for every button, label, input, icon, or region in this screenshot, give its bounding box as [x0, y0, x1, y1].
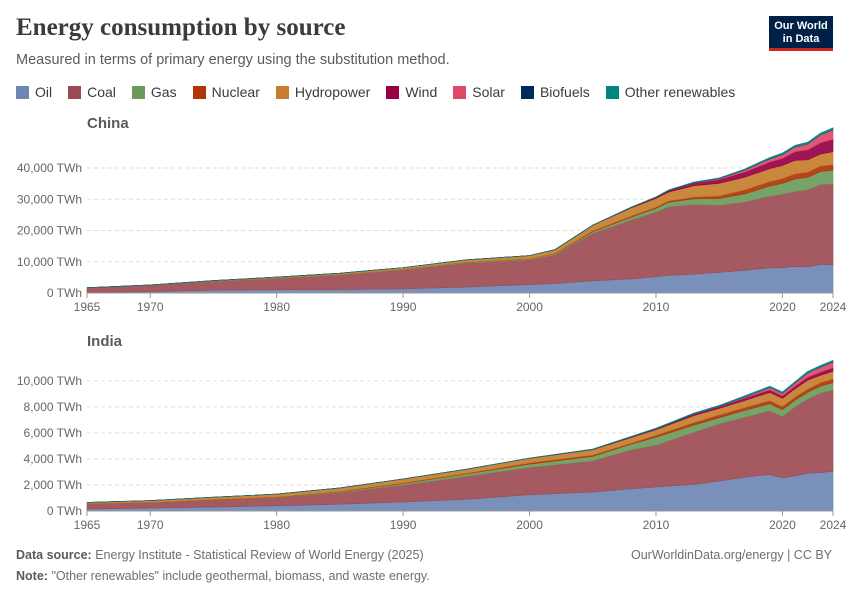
legend-swatch	[453, 85, 467, 99]
legend: Oil Coal Gas Nuclear Hydropower Wind Solar Biof…	[16, 84, 751, 100]
chart-china-ytick-label: 30,000 TWh	[17, 192, 82, 206]
chart-china-ytick-label: 10,000 TWh	[17, 255, 82, 269]
legend-item-gas[interactable]: Gas	[131, 84, 177, 100]
chart-india-ytick-label: 8,000 TWh	[24, 400, 82, 414]
chart-title: Energy consumption by source	[16, 14, 346, 41]
legend-swatch	[386, 85, 400, 99]
legend-label: Coal	[87, 84, 116, 100]
legend-swatch	[605, 85, 619, 99]
source-url[interactable]: OurWorldinData.org/energy | CC BY	[630, 548, 832, 562]
chart-china-xtick-label: 1990	[390, 300, 417, 314]
legend-label: Other renewables	[624, 84, 736, 100]
chart-china-xtick-label: 1980	[263, 300, 290, 314]
chart-india-ytick-label: 10,000 TWh	[17, 374, 82, 388]
chart-india-xtick-label: 2020	[769, 518, 796, 532]
chart-china-xtick-label: 2024	[820, 300, 847, 314]
note: Note: "Other renewables" include geother…	[16, 569, 430, 583]
chart-china-area-other-renewables	[86, 127, 834, 288]
chart-china-xtick-label: 1970	[137, 300, 164, 314]
chart-india-xtick-label: 1970	[137, 518, 164, 532]
chart-india-xtick-label: 2024	[820, 518, 847, 532]
chart-china-xtick-label: 2020	[769, 300, 796, 314]
legend-label: Gas	[150, 84, 177, 100]
legend-label: Hydropower	[294, 84, 371, 100]
chart-china-title: China	[87, 115, 129, 132]
legend-item-other-renewables[interactable]: Other renewables	[605, 84, 736, 100]
data-source-label: Data source:	[16, 548, 92, 562]
legend-item-coal[interactable]: Coal	[68, 84, 116, 100]
chart-india-ytick-label: 4,000 TWh	[24, 452, 82, 466]
legend-label: Biofuels	[539, 84, 590, 100]
chart-india-ytick-label: 2,000 TWh	[24, 478, 82, 492]
note-label: Note:	[16, 569, 48, 583]
chart-india-xtick-label: 2000	[516, 518, 543, 532]
chart-china-ytick-label: 40,000 TWh	[17, 161, 82, 175]
chart-china: China 0 TWh 10,000 TWh 20,000 TWh 30,000 TWh…	[17, 115, 847, 314]
chart-india-xtick-label: 1990	[390, 518, 417, 532]
chart-india-area-other-renewables	[86, 359, 834, 503]
legend-item-solar[interactable]: Solar	[453, 84, 505, 100]
chart-china-xtick-label: 2010	[643, 300, 670, 314]
chart-china-ytick-label: 0 TWh	[47, 286, 82, 300]
chart-india-ytick-label: 6,000 TWh	[24, 426, 82, 440]
chart-india-title: India	[87, 333, 123, 350]
chart-china-ytick-label: 20,000 TWh	[17, 224, 82, 238]
chart-india-ytick-label: 0 TWh	[47, 504, 82, 518]
legend-swatch	[192, 85, 206, 99]
chart-subtitle: Measured in terms of primary energy usin…	[16, 52, 450, 68]
legend-item-nuclear[interactable]: Nuclear	[192, 84, 260, 100]
legend-item-hydropower[interactable]: Hydropower	[275, 84, 371, 100]
legend-swatch	[68, 85, 82, 99]
legend-label: Solar	[472, 84, 505, 100]
chart-india-xtick-label: 2010	[643, 518, 670, 532]
legend-swatch	[275, 85, 289, 99]
data-source: Data source: Energy Institute - Statisti…	[16, 548, 424, 562]
chart-india: India 0 TWh 2,000 TWh 4,000 TWh 6,000 TWh 8,0…	[17, 333, 847, 532]
legend-label: Oil	[35, 84, 53, 100]
legend-item-oil[interactable]: Oil	[16, 84, 52, 100]
legend-label: Nuclear	[211, 84, 260, 100]
owid-logo[interactable]: Our World in Data	[769, 16, 833, 51]
legend-swatch	[16, 85, 29, 99]
chart-india-xtick-label: 1965	[74, 518, 101, 532]
chart-china-xtick-label: 2000	[516, 300, 543, 314]
legend-item-wind[interactable]: Wind	[386, 84, 437, 100]
note-text: "Other renewables" include geothermal, b…	[51, 569, 430, 583]
data-source-text[interactable]: Energy Institute - Statistical Review of…	[95, 548, 424, 562]
logo-line-2: in Data	[782, 33, 820, 45]
legend-item-biofuels[interactable]: Biofuels	[520, 84, 590, 100]
chart-india-xtick-label: 1980	[263, 518, 290, 532]
chart-china-xtick-label: 1965	[74, 300, 101, 314]
legend-swatch	[520, 85, 534, 99]
logo-line-1: Our World	[774, 20, 828, 32]
legend-swatch	[131, 85, 145, 99]
legend-label: Wind	[405, 84, 438, 100]
